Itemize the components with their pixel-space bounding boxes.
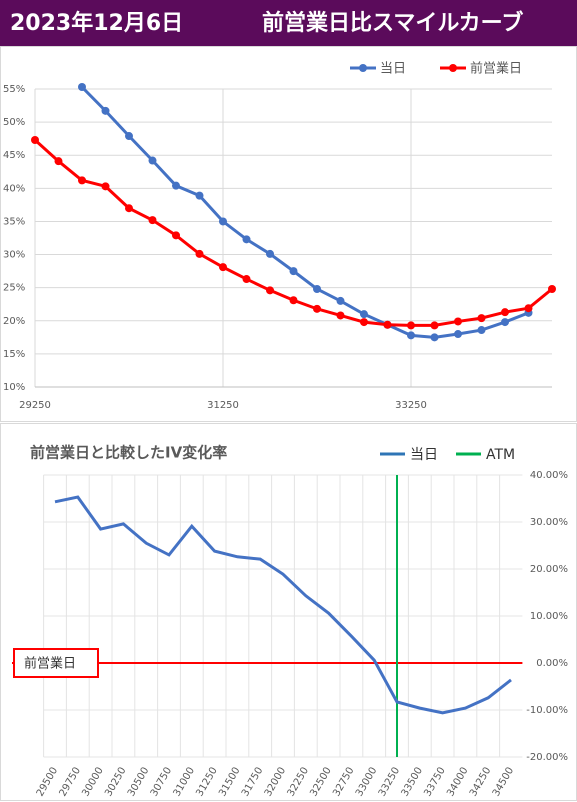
point — [477, 326, 486, 335]
point — [313, 304, 321, 313]
point — [430, 321, 439, 330]
header-bar — [0, 0, 577, 46]
y-tick-label: 40% — [3, 183, 25, 194]
point — [548, 284, 556, 293]
point — [454, 317, 462, 326]
point — [289, 296, 298, 305]
point — [242, 235, 251, 244]
y-tick-label: 30.00% — [530, 517, 568, 528]
point — [125, 204, 133, 213]
y-tick-label: 45% — [3, 150, 25, 161]
y-tick-label: -10.00% — [526, 705, 568, 716]
y-tick-label: 50% — [3, 117, 25, 128]
point — [266, 286, 274, 295]
point — [101, 182, 110, 191]
point — [360, 318, 368, 327]
point — [101, 106, 110, 115]
point — [125, 132, 133, 141]
point — [195, 249, 204, 258]
legend-label: ATM — [486, 447, 515, 463]
x-tick-label: 33250 — [395, 400, 427, 411]
point — [477, 314, 486, 323]
point — [454, 330, 462, 339]
legend-label: 前営業日 — [470, 61, 522, 77]
header-title: 前営業日比スマイルカーブ — [262, 10, 523, 36]
y-tick-label: 15% — [3, 349, 25, 360]
x-tick-label: 31250 — [207, 400, 239, 411]
point — [242, 275, 251, 284]
point — [172, 181, 180, 190]
point — [360, 310, 368, 319]
y-tick-label: 25% — [3, 283, 25, 294]
point — [524, 304, 533, 313]
point — [78, 83, 86, 92]
legend-marker — [449, 64, 457, 72]
y-tick-label: 55% — [3, 84, 25, 95]
y-tick-label: 0.00% — [536, 658, 568, 669]
x-tick-label: 29250 — [19, 400, 51, 411]
legend-label: 当日 — [410, 447, 438, 463]
point — [407, 331, 415, 340]
reference-label: 前営業日 — [24, 656, 76, 672]
point — [501, 318, 509, 327]
point — [501, 308, 509, 317]
point — [148, 156, 157, 165]
y-tick-label: 20% — [3, 316, 25, 327]
point — [31, 135, 39, 144]
point — [172, 231, 180, 240]
point — [383, 320, 392, 329]
legend-label: 当日 — [380, 62, 406, 77]
y-tick-label: 35% — [3, 216, 25, 227]
point — [336, 311, 345, 320]
point — [148, 216, 157, 225]
point — [219, 217, 227, 226]
point — [430, 333, 439, 342]
y-tick-label: 10.00% — [530, 611, 568, 622]
y-tick-label: 40.00% — [530, 470, 568, 481]
point — [219, 263, 227, 272]
point — [407, 321, 415, 330]
point — [313, 284, 321, 293]
point — [195, 191, 204, 200]
point — [336, 296, 345, 305]
reference-label-box — [13, 648, 99, 678]
legend-marker — [359, 64, 367, 72]
point — [78, 176, 86, 185]
point — [266, 249, 274, 258]
series-line — [54, 495, 512, 715]
y-tick-label: 20.00% — [530, 564, 568, 575]
y-tick-label: 30% — [3, 250, 25, 261]
header-date: 2023年12月6日 — [10, 10, 183, 36]
point — [54, 157, 63, 166]
chart-title: 前営業日と比較したIV変化率 — [30, 444, 227, 462]
y-tick-label: 10% — [3, 382, 25, 393]
y-tick-label: -20.00% — [526, 752, 568, 763]
point — [289, 267, 298, 276]
